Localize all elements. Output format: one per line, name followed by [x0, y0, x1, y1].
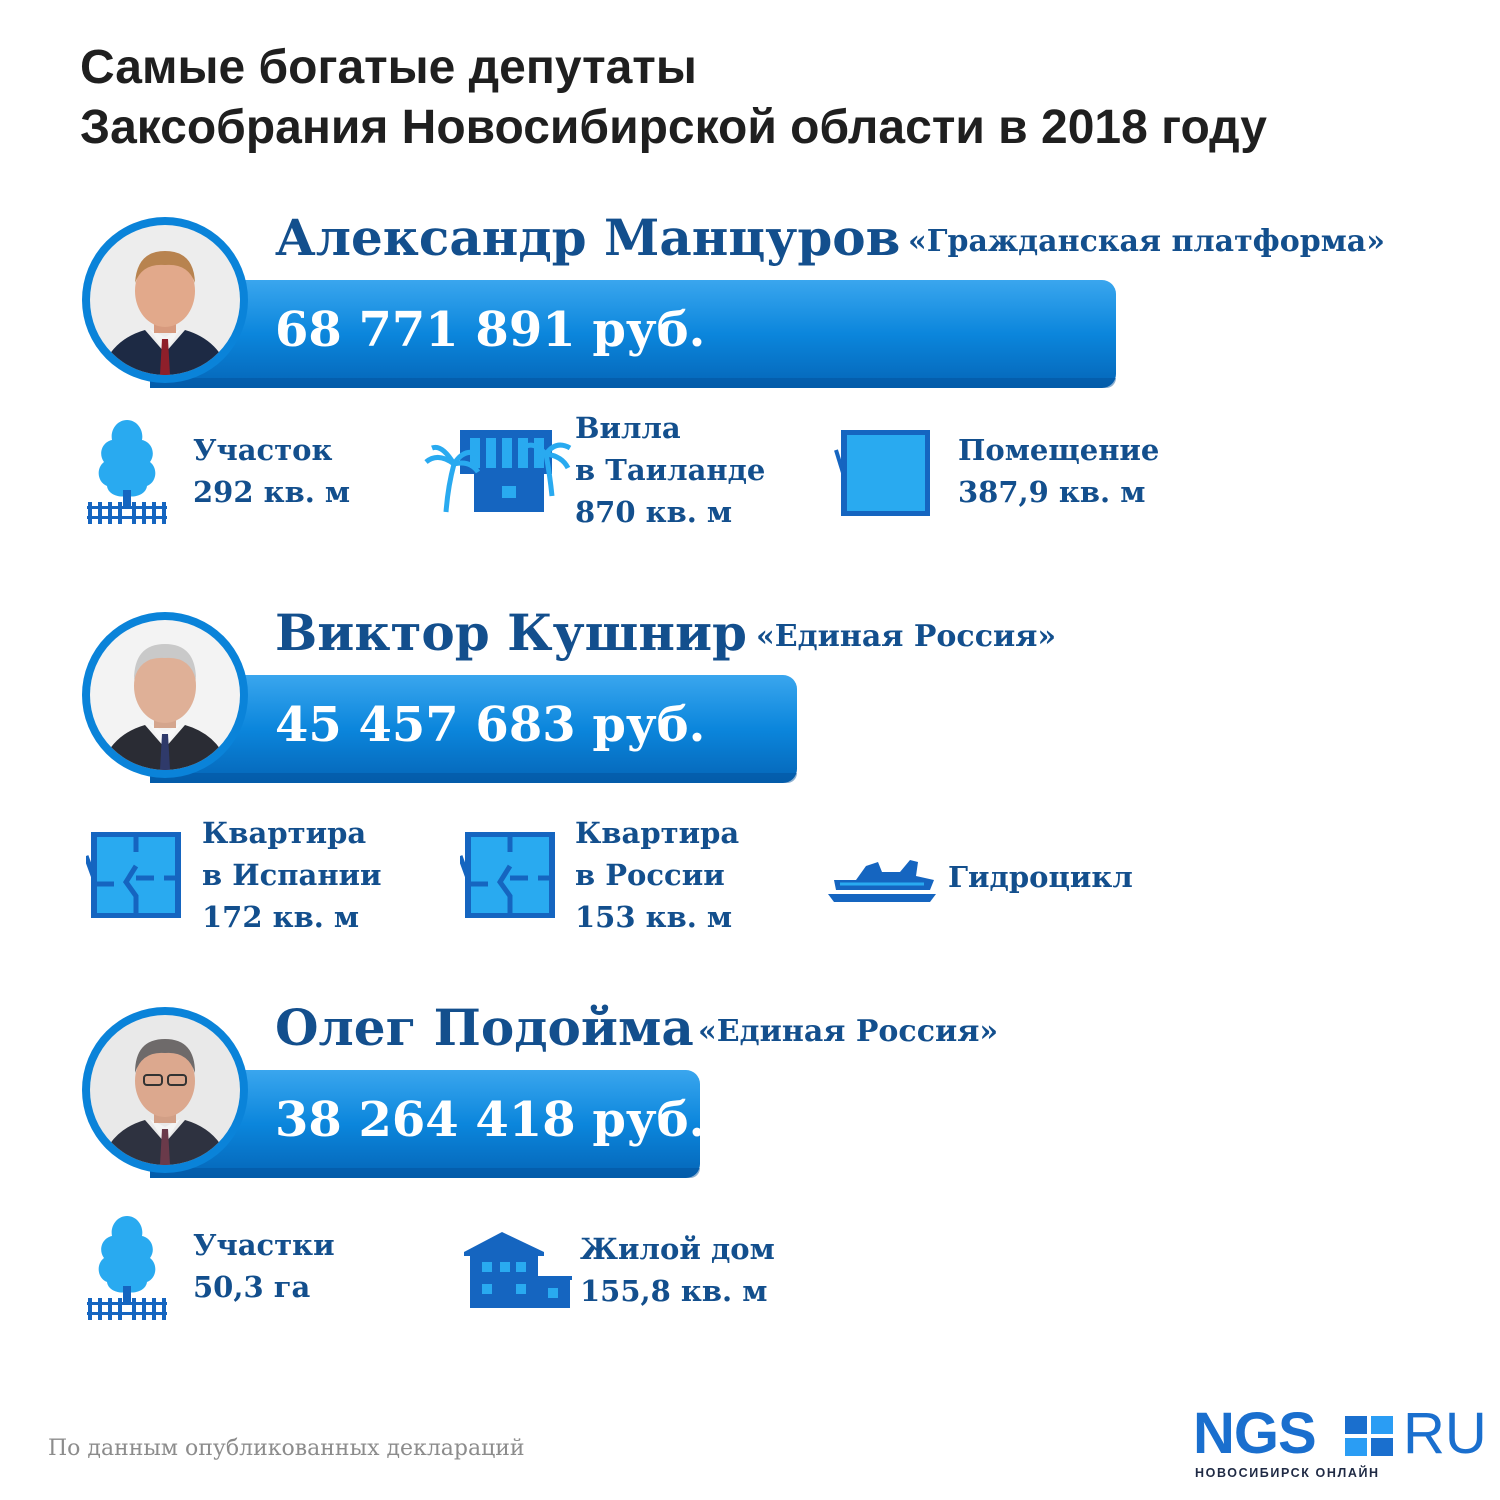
deputy-name: Олег Подойма — [275, 998, 694, 1057]
asset-text: Участок 292 кв. м — [193, 429, 350, 513]
logo-text: NGS — [1193, 1401, 1317, 1466]
title-line-2: Заксобрания Новосибирской области в 2018… — [80, 101, 1267, 154]
logo-square-icon — [1345, 1416, 1393, 1456]
tree-icon — [87, 420, 167, 524]
ngs-logo: NGS RU НОВОСИБИРСК ОНЛАЙН — [1193, 1401, 1487, 1484]
asset-line: Помещение — [958, 433, 1160, 467]
deputy-party: «Единая Россия» — [698, 1014, 999, 1049]
asset-text: Помещение 387,9 кв. м — [958, 429, 1159, 513]
income-bar — [150, 280, 1116, 388]
income-amount: 68 771 891 руб. — [275, 302, 706, 358]
asset-line: 387,9 кв. м — [958, 475, 1146, 509]
jetski-icon — [828, 860, 936, 902]
income-amount: 45 457 683 руб. — [275, 697, 706, 753]
asset-line: в Таиланде — [575, 453, 766, 487]
asset-line: в Испании — [202, 858, 382, 892]
page-title: Самые богатые депутаты Заксобрания Новос… — [80, 38, 1267, 158]
asset-line: 870 кв. м — [575, 495, 733, 529]
floorplan-icon — [460, 832, 555, 918]
asset-line: 172 кв. м — [202, 900, 360, 934]
deputy-card: 38 264 418 руб. Олег Подойма «Единая Рос… — [0, 0, 1500, 1320]
asset-line: Квартира — [202, 816, 367, 850]
deputy-card: 68 771 891 руб. Александр Манцуров «Граж… — [0, 0, 1500, 529]
asset-line: 292 кв. м — [193, 475, 351, 509]
deputy-name: Александр Манцуров — [275, 208, 901, 267]
asset-line: Участки — [193, 1228, 335, 1262]
asset-line: в России — [575, 858, 725, 892]
asset-line: 50,3 га — [193, 1270, 311, 1304]
logo-suffix: RU — [1403, 1401, 1487, 1466]
tree-icon — [87, 1216, 167, 1320]
avatar — [82, 612, 248, 778]
asset-text: Квартира в России 153 кв. м — [575, 812, 739, 938]
avatar — [82, 217, 248, 383]
asset-line: Квартира — [575, 816, 740, 850]
asset-line: Гидроцикл — [948, 860, 1133, 894]
room-icon — [834, 430, 930, 516]
deputy-card: 45 457 683 руб. Виктор Кушнир «Единая Ро… — [0, 0, 1500, 934]
deputy-party: «Гражданская платформа» — [908, 224, 1385, 259]
asset-text: Вилла в Таиланде 870 кв. м — [575, 407, 765, 533]
income-bar — [150, 675, 797, 783]
title-line-1: Самые богатые депутаты — [80, 41, 697, 94]
house-icon — [464, 1232, 572, 1308]
deputy-name: Виктор Кушнир — [275, 603, 748, 662]
asset-line: Жилой дом — [580, 1232, 775, 1266]
asset-line: Вилла — [575, 411, 681, 445]
asset-line: 155,8 кв. м — [580, 1274, 768, 1308]
floorplan-icon — [86, 832, 181, 918]
asset-text: Гидроцикл — [948, 856, 1133, 898]
asset-text: Квартира в Испании 172 кв. м — [202, 812, 382, 938]
asset-text: Участки 50,3 га — [193, 1224, 335, 1308]
logo-subtitle: НОВОСИБИРСК ОНЛАЙН — [1195, 1466, 1380, 1480]
avatar — [82, 1007, 248, 1173]
asset-text: Жилой дом 155,8 кв. м — [580, 1228, 775, 1312]
deputy-party: «Единая Россия» — [756, 619, 1057, 654]
income-amount: 38 264 418 руб. — [275, 1092, 706, 1148]
asset-line: 153 кв. м — [575, 900, 733, 934]
source-note: По данным опубликованных деклараций — [48, 1436, 525, 1461]
villa-palm-icon — [424, 430, 572, 513]
asset-line: Участок — [193, 433, 333, 467]
